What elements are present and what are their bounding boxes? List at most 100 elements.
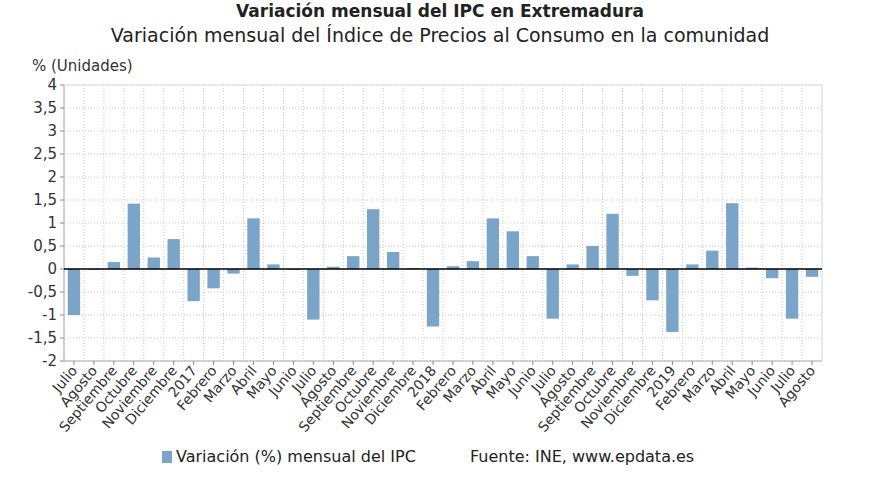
x-grid-line [303, 85, 304, 361]
y-tick [60, 85, 64, 86]
x-tick [313, 361, 314, 365]
x-tick [592, 361, 593, 365]
frame-line [822, 85, 823, 361]
y-tick-label: 0 [47, 260, 57, 278]
y-tick [60, 338, 64, 339]
x-tick [413, 361, 414, 365]
x-tick [353, 361, 354, 365]
x-grid-line [662, 85, 663, 361]
x-tick [193, 361, 194, 365]
bar [606, 214, 618, 269]
bar [307, 269, 319, 320]
x-tick [772, 361, 773, 365]
x-tick [73, 361, 74, 365]
bar [766, 269, 778, 278]
y-axis-line [64, 85, 65, 361]
bar [68, 269, 80, 315]
bar [108, 262, 120, 269]
x-tick [113, 361, 114, 365]
x-tick-label: Agosto [775, 363, 818, 410]
bar [566, 264, 578, 269]
bar [626, 269, 638, 276]
x-grid-line [482, 85, 483, 361]
y-tick [60, 223, 64, 224]
x-tick [792, 361, 793, 365]
bar [347, 256, 359, 269]
bar [367, 209, 379, 269]
bar [726, 203, 738, 269]
y-axis-label: % (Unidades) [32, 57, 133, 75]
x-grid-line [423, 85, 424, 361]
source: Fuente: INE, www.epdata.es [470, 447, 694, 466]
x-tick [492, 361, 493, 365]
x-tick [512, 361, 513, 365]
x-grid-line [263, 85, 264, 361]
x-tick [333, 361, 334, 365]
y-tick [60, 200, 64, 201]
y-tick [60, 292, 64, 293]
x-grid-line [64, 85, 65, 361]
x-grid-line [822, 85, 823, 361]
y-tick-label: 3 [47, 122, 57, 140]
y-tick [60, 361, 64, 362]
y-tick-label: -2 [42, 352, 57, 370]
y-tick [60, 246, 64, 247]
x-tick [133, 361, 134, 365]
x-grid-line [702, 85, 703, 361]
x-tick [153, 361, 154, 365]
x-grid-line [582, 85, 583, 361]
legend-label: Variación (%) mensual del IPC [176, 447, 416, 466]
bar [686, 264, 698, 269]
x-tick [293, 361, 294, 365]
y-grid-line [64, 361, 822, 362]
y-grid-line [64, 200, 822, 201]
grid [64, 85, 822, 361]
x-grid-line [642, 85, 643, 361]
x-grid-line [143, 85, 144, 361]
y-tick [60, 131, 64, 132]
x-grid-line [762, 85, 763, 361]
bar [148, 258, 160, 270]
x-grid-line [243, 85, 244, 361]
x-tick [672, 361, 673, 365]
x-tick [273, 361, 274, 365]
x-tick [712, 361, 713, 365]
bar [786, 269, 798, 319]
bar [666, 269, 678, 332]
x-grid-line [602, 85, 603, 361]
x-tick [233, 361, 234, 365]
bar [267, 264, 279, 269]
bar [806, 269, 818, 277]
bar [427, 269, 439, 327]
y-tick [60, 315, 64, 316]
y-tick-label: 4 [47, 76, 57, 94]
bar [487, 218, 499, 269]
y-grid-line [64, 108, 822, 109]
y-tick [60, 269, 64, 270]
bar [207, 269, 219, 288]
y-tick-label: 0,5 [33, 237, 57, 255]
x-tick [612, 361, 613, 365]
y-tick [60, 108, 64, 109]
bars [68, 203, 818, 332]
zero-line [64, 268, 822, 269]
bar [128, 204, 140, 269]
x-tick [812, 361, 813, 365]
bar [227, 269, 239, 274]
y-grid-line [64, 269, 822, 270]
x-tick [93, 361, 94, 365]
legend-swatch [162, 451, 172, 463]
bar [187, 269, 199, 301]
y-tick-label: 1 [47, 214, 57, 232]
bar [168, 239, 180, 269]
x-tick [532, 361, 533, 365]
chart: Variación mensual del IPC en Extremadura… [0, 0, 880, 495]
x-grid-line [83, 85, 84, 361]
x-axis-line [64, 361, 822, 362]
bar [586, 246, 598, 269]
x-tick [692, 361, 693, 365]
x-tick [393, 361, 394, 365]
y-grid-line [64, 223, 822, 224]
y-tick-label: 2 [47, 168, 57, 186]
y-grid-line [64, 154, 822, 155]
